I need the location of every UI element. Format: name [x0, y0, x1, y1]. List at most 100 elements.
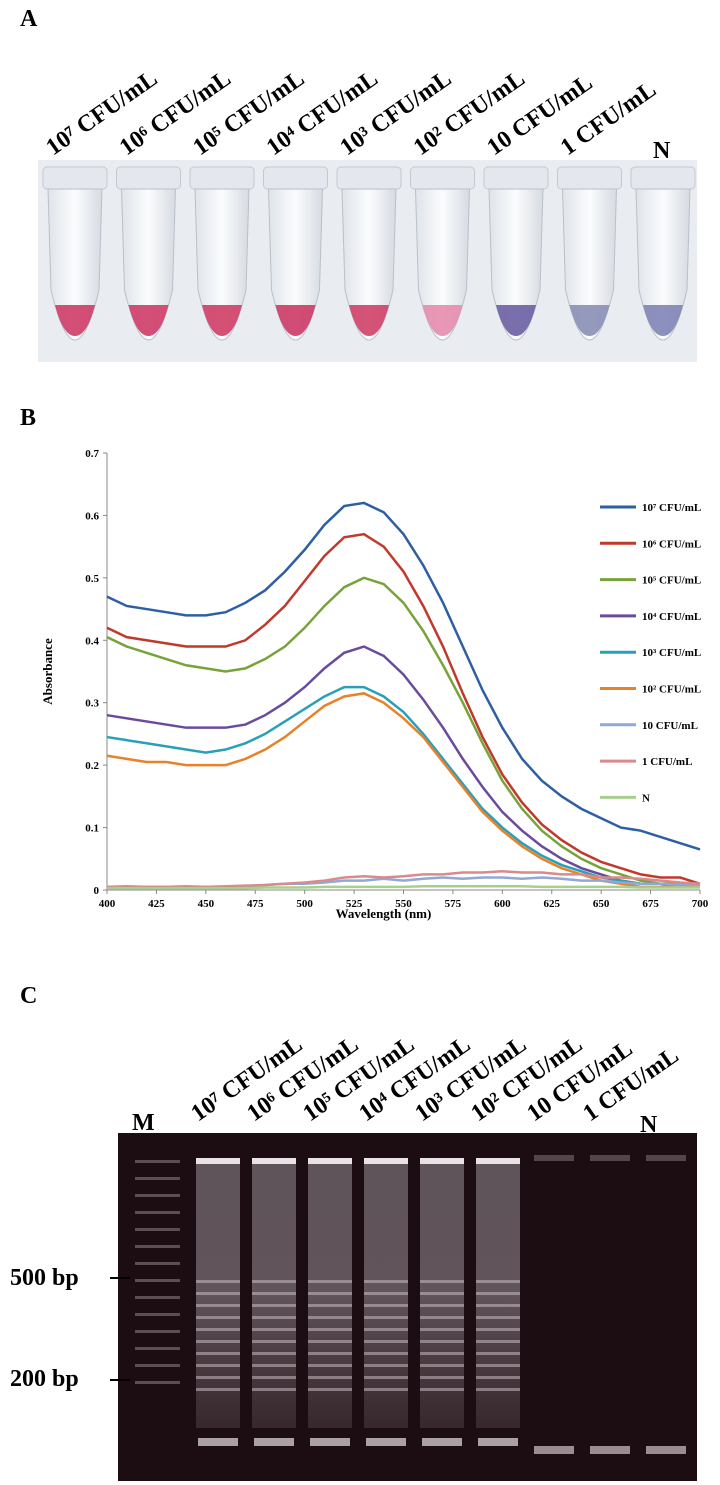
tube-liquid — [422, 305, 463, 336]
lane-band — [534, 1155, 574, 1161]
x-tick-label: 600 — [494, 898, 511, 910]
y-tick-label: 0.6 — [85, 510, 99, 522]
x-tick-label: 500 — [296, 898, 313, 910]
lane-band — [476, 1304, 520, 1307]
lane-band — [308, 1328, 352, 1331]
lane-band — [420, 1280, 464, 1283]
panel-label: C — [20, 983, 37, 1009]
lane-band — [590, 1155, 630, 1161]
x-tick-label: 425 — [148, 898, 165, 910]
lane-band — [252, 1340, 296, 1343]
x-tick-label: 400 — [99, 898, 116, 910]
tube-liquid — [496, 305, 536, 336]
x-tick-label: 450 — [198, 898, 215, 910]
lane-band — [196, 1158, 240, 1164]
lane-band — [196, 1292, 240, 1295]
legend-label: 10⁴ CFU/mL — [642, 611, 701, 623]
y-tick-label: 0.1 — [85, 823, 99, 835]
x-tick-label: 650 — [593, 898, 610, 910]
ladder-band — [135, 1347, 180, 1350]
sample-label: N — [640, 1112, 658, 1138]
ladder-band — [135, 1194, 180, 1197]
lane-band — [196, 1364, 240, 1367]
panel-label: A — [20, 6, 38, 32]
lane-band — [420, 1388, 464, 1391]
lane-band — [590, 1446, 630, 1454]
lane-band — [196, 1352, 240, 1355]
tube-liquid — [275, 305, 316, 336]
ladder-band — [135, 1313, 180, 1316]
lane-band — [252, 1158, 296, 1164]
x-tick-label: 700 — [692, 898, 709, 910]
tube-liquid — [55, 305, 95, 336]
x-tick-label: 575 — [445, 898, 462, 910]
lane-band — [422, 1438, 462, 1446]
x-tick-label: 475 — [247, 898, 264, 910]
lane-band — [420, 1316, 464, 1319]
lane-band — [364, 1280, 408, 1283]
gel — [135, 1155, 686, 1454]
marker-label: M — [132, 1110, 155, 1136]
tube-cap — [630, 166, 696, 190]
tube-cap — [483, 166, 549, 190]
lane-band — [366, 1438, 406, 1446]
ladder-band — [135, 1330, 180, 1333]
data-line — [106, 576, 701, 889]
legend-label: 1 CFU/mL — [642, 756, 692, 768]
size-label: 500 bp — [10, 1265, 79, 1291]
lane-band — [308, 1158, 352, 1164]
tube-cap — [42, 166, 108, 190]
lane-band — [198, 1438, 238, 1446]
lane-band — [476, 1316, 520, 1319]
lane-band — [196, 1388, 240, 1391]
lane-band — [308, 1352, 352, 1355]
lane-band — [196, 1304, 240, 1307]
lane-band — [420, 1340, 464, 1343]
lane-band — [308, 1292, 352, 1295]
legend-label: N — [642, 792, 650, 804]
legend-label: 10 CFU/mL — [642, 720, 698, 732]
lane-band — [252, 1376, 296, 1379]
ladder-band — [135, 1296, 180, 1299]
lane-band — [252, 1388, 296, 1391]
tube-cap — [263, 166, 328, 190]
lane-band — [476, 1340, 520, 1343]
lane-band — [308, 1280, 352, 1283]
ladder-band — [135, 1245, 180, 1248]
tube-cap — [336, 166, 402, 190]
lane-band — [196, 1280, 240, 1283]
lane-band — [252, 1364, 296, 1367]
lane-band — [196, 1328, 240, 1331]
lane-band — [254, 1438, 294, 1446]
lane-band — [196, 1316, 240, 1319]
ladder-band — [135, 1381, 180, 1384]
ladder-band — [135, 1279, 180, 1282]
lane-band — [252, 1316, 296, 1319]
tube-liquid — [128, 305, 169, 336]
lane-band — [364, 1328, 408, 1331]
lane-band — [308, 1316, 352, 1319]
tube-liquid — [349, 305, 389, 336]
lane-band — [476, 1388, 520, 1391]
tube-cap — [557, 166, 622, 190]
ladder-band — [135, 1177, 180, 1180]
lane-band — [364, 1364, 408, 1367]
lane-band — [364, 1304, 408, 1307]
tube-liquid — [202, 305, 242, 336]
lane-band — [308, 1388, 352, 1391]
lane-band — [420, 1352, 464, 1355]
lane-band — [420, 1364, 464, 1367]
lane-band — [478, 1438, 518, 1446]
legend-label: 10⁵ CFU/mL — [642, 575, 701, 587]
lane-band — [646, 1446, 686, 1454]
lane-band — [476, 1328, 520, 1331]
ladder-band — [135, 1211, 180, 1214]
panel-label: B — [20, 405, 36, 431]
lane-band — [476, 1280, 520, 1283]
y-tick-label: 0.5 — [85, 573, 99, 585]
tube-cap — [410, 166, 475, 190]
lane-band — [476, 1292, 520, 1295]
data-line — [107, 885, 700, 890]
lane-band — [476, 1158, 520, 1164]
lane-band — [308, 1376, 352, 1379]
